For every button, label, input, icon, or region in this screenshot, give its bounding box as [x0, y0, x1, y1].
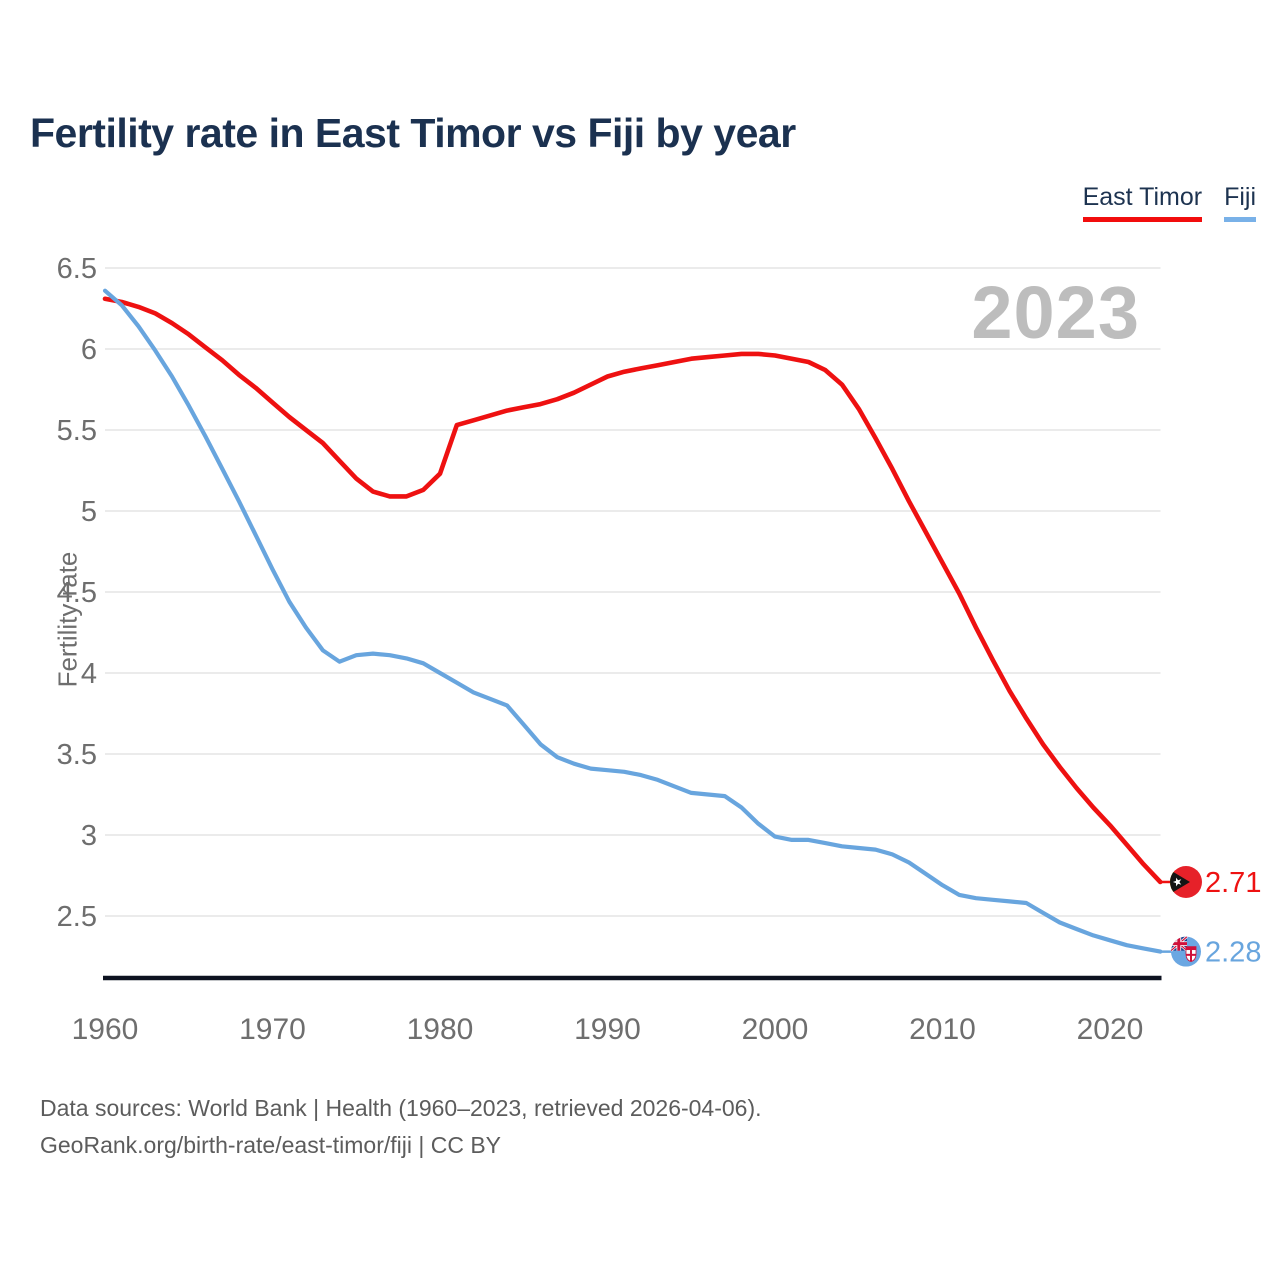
x-tick-label: 1990 [574, 1013, 641, 1046]
y-tick-label: 5.5 [57, 415, 97, 447]
series-line-east-timor [102, 296, 1163, 885]
y-tick-label: 4 [81, 658, 97, 690]
x-tick-label: 1970 [239, 1013, 306, 1046]
data-sources-text: Data sources: World Bank | Health (1960–… [40, 1095, 762, 1121]
y-tick-label: 3 [81, 820, 97, 852]
y-tick-label: 5 [81, 496, 97, 528]
x-tick-label: 1960 [72, 1013, 139, 1046]
legend-item-east-timor[interactable]: East Timor [1082, 183, 1203, 222]
fiji-flag-icon [1171, 936, 1201, 967]
y-tick-label: 6.5 [57, 253, 97, 285]
x-tick-label: 2020 [1077, 1013, 1144, 1046]
y-tick-label: 6 [81, 334, 97, 366]
footer: Data sources: World Bank | Health (1960–… [40, 1090, 762, 1164]
y-tick-label: 2.5 [57, 901, 97, 933]
end-value-label: 2.71 [1205, 867, 1261, 899]
year-watermark: 2023 [971, 271, 1140, 354]
page-title: Fertility rate in East Timor vs Fiji by … [30, 110, 796, 156]
legend-item-fiji[interactable]: Fiji [1224, 183, 1256, 222]
y-tick-label: 4.5 [57, 577, 97, 609]
attribution-text: GeoRank.org/birth-rate/east-timor/fiji |… [40, 1132, 502, 1158]
series-line-fiji [102, 288, 1163, 954]
x-tick-label: 1980 [407, 1013, 474, 1046]
x-tick-label: 2010 [909, 1013, 976, 1046]
legend: East Timor Fiji [1082, 183, 1256, 222]
x-tick-label: 2000 [742, 1013, 809, 1046]
y-tick-label: 3.5 [57, 739, 97, 771]
east-timor-flag-icon [1170, 865, 1202, 898]
end-value-label: 2.28 [1205, 937, 1261, 969]
